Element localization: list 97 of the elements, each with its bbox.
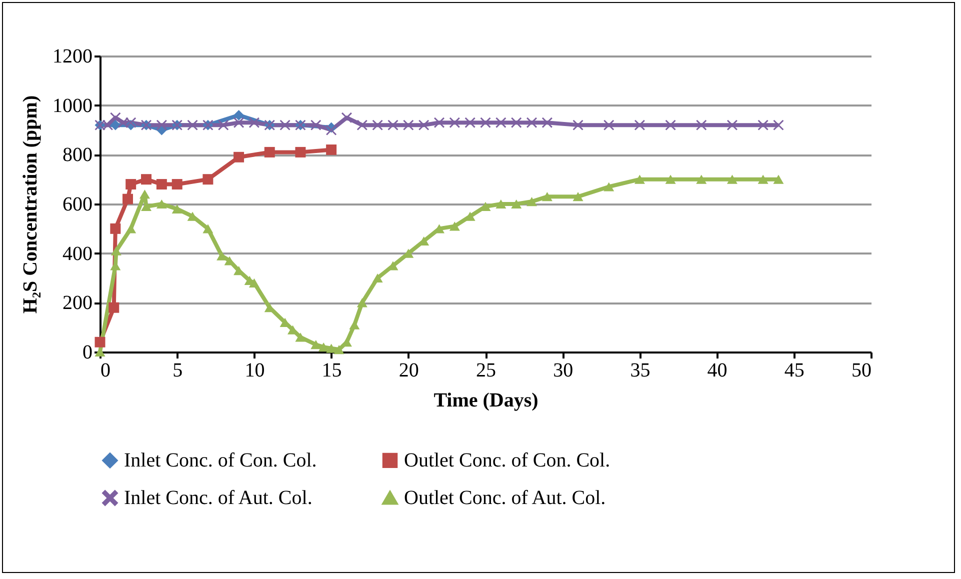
y-tick-label: 200: [62, 292, 92, 314]
point: [773, 174, 784, 184]
point: [187, 120, 198, 130]
point: [572, 120, 584, 130]
point: [604, 120, 614, 130]
point: [126, 224, 136, 234]
y-tick-label: 1200: [52, 46, 92, 68]
x-tick-label: 50: [852, 360, 872, 382]
point: [248, 278, 260, 288]
point: [542, 117, 552, 128]
point: [156, 120, 167, 130]
point: [248, 117, 260, 128]
point: [634, 174, 645, 184]
point: [403, 120, 414, 130]
point: [542, 192, 552, 202]
point: [572, 192, 584, 202]
point: [388, 120, 398, 130]
y-tick-label: 800: [62, 144, 92, 166]
x-tick-label: 0: [100, 360, 110, 382]
point: [496, 117, 506, 128]
x-tick-label: 25: [476, 360, 496, 382]
point: [295, 146, 306, 158]
point: [372, 273, 383, 283]
x-tick-label: 30: [553, 360, 574, 382]
point: [449, 117, 460, 128]
point: [110, 112, 121, 123]
x-tick-label: 45: [784, 360, 804, 382]
point: [108, 302, 120, 313]
point: [511, 117, 522, 128]
point: [341, 112, 352, 123]
point: [726, 120, 738, 130]
y-tick-label: 600: [62, 194, 92, 216]
point: [202, 174, 214, 185]
point: [480, 117, 491, 128]
point: [122, 194, 133, 204]
legend-label: Outlet Conc. of Con. Col.: [404, 449, 610, 472]
x-tick-label: 35: [630, 360, 650, 382]
point: [526, 196, 538, 206]
y-axis-title: H₂S Concentration (ppm): [20, 95, 42, 314]
point: [634, 120, 645, 130]
point: [696, 174, 707, 184]
point: [334, 344, 344, 354]
point: [464, 117, 476, 128]
x-tick-label: 40: [707, 360, 728, 382]
x-tick-label: 10: [244, 360, 265, 382]
point: [418, 120, 430, 130]
point: [156, 199, 167, 209]
point: [110, 223, 121, 234]
point: [726, 174, 738, 184]
point: [449, 222, 460, 231]
point: [318, 342, 329, 352]
point: [264, 146, 275, 158]
point: [758, 120, 768, 130]
point: [94, 336, 106, 348]
point: [172, 204, 182, 214]
x-tick-label: 20: [398, 360, 419, 382]
point: [496, 199, 506, 209]
point: [665, 174, 676, 184]
legend-label: Inlet Conc. of Aut. Col.: [124, 487, 312, 509]
point: [202, 224, 214, 234]
legend-label: Inlet Conc. of Con. Col.: [124, 449, 317, 472]
point: [773, 120, 784, 130]
point: [665, 120, 676, 130]
point: [110, 246, 122, 256]
y-tick-label: 400: [62, 242, 92, 265]
point: [326, 144, 337, 155]
point: [434, 117, 444, 128]
point: [696, 120, 707, 130]
point: [126, 117, 136, 128]
x-tick-label: 15: [322, 360, 342, 382]
legend-label: Outlet Conc. of Aut. Col.: [404, 487, 606, 509]
point: [604, 182, 614, 192]
point: [758, 174, 768, 184]
point: [310, 340, 322, 350]
point: [139, 190, 150, 199]
x-tick-label: 5: [172, 360, 183, 382]
point: [372, 120, 383, 130]
point: [526, 117, 538, 128]
point: [511, 199, 522, 209]
point: [326, 124, 337, 136]
point: [356, 298, 368, 308]
point: [172, 179, 182, 190]
point: [218, 120, 229, 130]
point: [126, 179, 136, 190]
point: [280, 120, 290, 130]
point: [156, 179, 167, 190]
point: [295, 332, 306, 342]
point: [141, 174, 152, 185]
point: [234, 117, 244, 128]
point: [326, 344, 337, 353]
x-axis-title: Time (Days): [434, 390, 538, 412]
point: [234, 110, 244, 120]
point: [310, 120, 322, 130]
y-tick-label: 0: [82, 342, 92, 364]
y-tick-label: 1000: [52, 94, 92, 117]
point: [234, 152, 244, 162]
point: [356, 120, 368, 130]
